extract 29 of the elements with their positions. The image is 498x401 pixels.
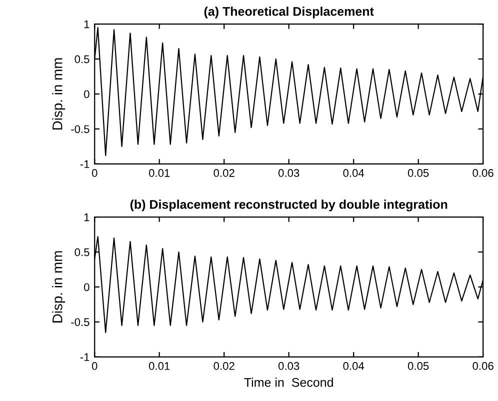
y-tick-label: 0.5 bbox=[74, 248, 90, 256]
x-tick-label: 0.03 bbox=[278, 362, 300, 370]
y-axis-title: Disp. in mm bbox=[52, 58, 66, 130]
y-axis-title: Disp. in mm bbox=[52, 251, 66, 322]
x-tick-label: 0.05 bbox=[408, 169, 429, 177]
y-tick-label: -0.5 bbox=[71, 125, 90, 134]
y-tick-label: 0.5 bbox=[74, 55, 90, 64]
x-tick-label: 0.04 bbox=[343, 169, 364, 177]
x-tick-label: 0.04 bbox=[343, 362, 364, 370]
y-tick-label: -1 bbox=[80, 353, 90, 361]
x-tick-label: 0 bbox=[92, 169, 98, 177]
chart-title: (b) Displacement reconstructed by double integration bbox=[130, 200, 448, 212]
x-tick-label: 0.01 bbox=[148, 362, 170, 370]
x-tick-label: 0.02 bbox=[214, 169, 234, 177]
x-tick-label: 0.02 bbox=[214, 362, 234, 370]
x-tick-label: 0.05 bbox=[408, 362, 429, 370]
x-tick-label: 0.03 bbox=[278, 169, 300, 177]
y-tick-label: 0 bbox=[84, 283, 90, 292]
x-tick-label: 0.01 bbox=[148, 169, 170, 177]
chart-title: (a) Theoretical Displacement bbox=[204, 6, 374, 18]
y-tick-label: -1 bbox=[80, 160, 90, 168]
y-tick-label: 1 bbox=[84, 213, 90, 222]
y-tick-label: 0 bbox=[84, 90, 90, 98]
y-tick-label: 1 bbox=[84, 20, 90, 28]
y-tick-label: -0.5 bbox=[71, 318, 90, 326]
x-tick-label: 0.06 bbox=[472, 362, 494, 370]
x-tick-label: 0.06 bbox=[472, 169, 494, 177]
x-axis-title: Time in Second bbox=[244, 378, 333, 387]
x-tick-label: 0 bbox=[92, 362, 98, 370]
